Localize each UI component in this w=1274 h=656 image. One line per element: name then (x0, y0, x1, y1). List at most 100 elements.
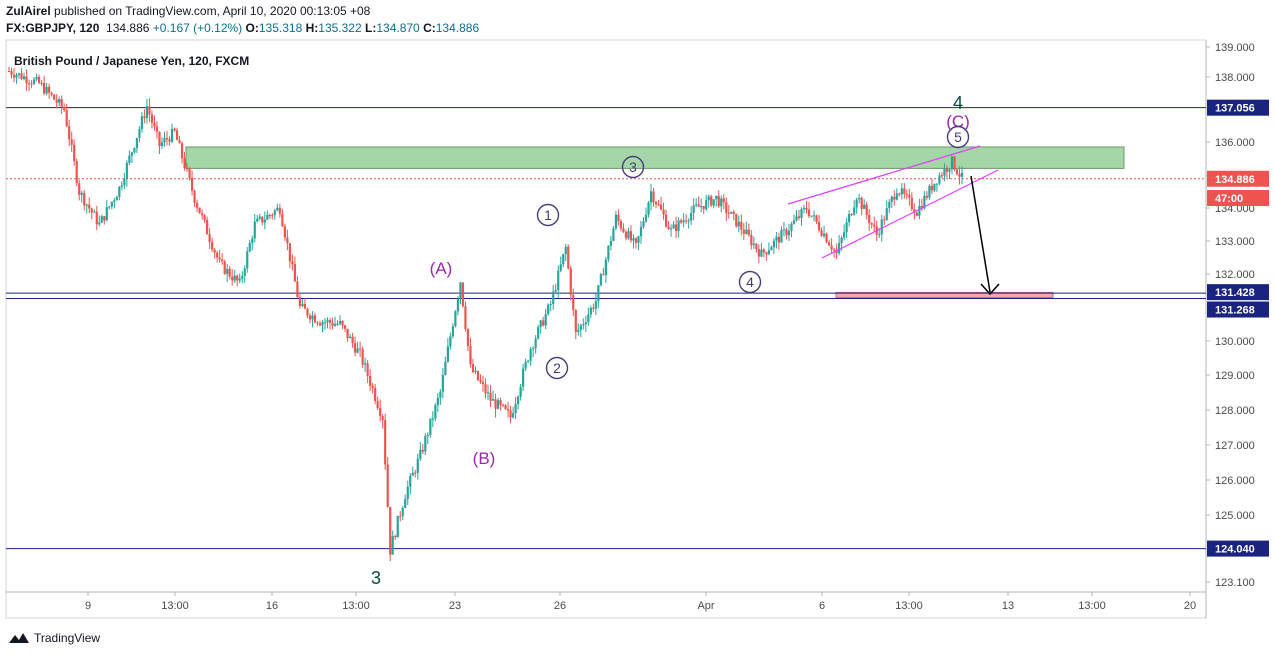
candle-body (366, 363, 369, 377)
candle-body (70, 139, 73, 145)
author-name[interactable]: ZulAirel (6, 4, 51, 18)
candle-body (587, 314, 590, 323)
candle-body (825, 233, 828, 243)
candle-body (752, 243, 755, 246)
candle-body (43, 82, 46, 94)
candle-body (624, 231, 628, 239)
price-axis-label-box (1207, 99, 1269, 116)
wave-label: (A) (430, 259, 453, 278)
candle-body (353, 343, 357, 353)
y-axis-tick-label: 130.000 (1215, 336, 1255, 348)
candle-body (762, 249, 765, 253)
candle-body (722, 198, 725, 203)
candle-body (725, 202, 728, 213)
candle-body (637, 236, 640, 243)
candle-body (318, 323, 322, 326)
candle-body (454, 311, 457, 327)
candle-body (45, 86, 48, 94)
candle-body (569, 268, 572, 295)
candle-body (667, 226, 670, 229)
candle-body (474, 370, 477, 373)
candle-body (574, 310, 577, 333)
candle-body (201, 213, 204, 216)
candle-body (22, 76, 26, 79)
candle-body (642, 221, 645, 227)
candle-body (717, 195, 720, 207)
candle-body (118, 186, 121, 197)
candle-body (361, 349, 364, 365)
candle-body (346, 328, 349, 339)
candle-body (604, 259, 607, 276)
candle-body (607, 245, 610, 260)
candle-body (659, 204, 663, 210)
candle-body (93, 211, 96, 213)
candle-body (539, 320, 542, 327)
price-axis-label: 131.268 (1215, 305, 1255, 317)
candle-body (371, 386, 374, 388)
candle-body (90, 208, 93, 213)
high-value: 135.322 (318, 21, 362, 35)
candle-body (797, 216, 801, 219)
candle-body (812, 215, 816, 217)
x-axis-tick-label: 16 (266, 600, 278, 612)
x-axis-tick-label: 23 (449, 600, 461, 612)
footer-brand[interactable]: TradingView (34, 631, 101, 645)
candle-body (283, 226, 286, 238)
candle-body (517, 396, 520, 404)
candle-body (481, 382, 485, 385)
candle-body (868, 214, 871, 224)
candle-body (461, 282, 465, 307)
candle-body (110, 201, 113, 207)
x-axis-tick-label: 9 (85, 600, 91, 612)
candle-body (221, 259, 224, 262)
candle-body (644, 214, 648, 222)
candle-body (730, 211, 733, 214)
candle-body (411, 472, 414, 476)
tradingview-logo-icon[interactable] (8, 631, 30, 645)
candle-body (870, 223, 873, 225)
candle-body (582, 324, 585, 326)
candle-body (564, 246, 567, 255)
candle-body (509, 410, 512, 418)
candle-body (577, 330, 580, 333)
candle-body (584, 322, 587, 325)
candle-body (399, 515, 402, 517)
candle-body (15, 74, 18, 78)
candle-body (863, 204, 866, 209)
candle-body (940, 175, 944, 177)
candle-body (48, 86, 51, 93)
y-axis-tick-label: 132.000 (1215, 269, 1255, 281)
price-axis-label-box (1207, 190, 1269, 206)
candle-body (180, 143, 184, 159)
candle-body (755, 243, 758, 250)
candle-body (592, 307, 595, 309)
candle-body (552, 291, 555, 305)
candle-body (446, 346, 449, 362)
y-axis-tick-label: 128.000 (1215, 405, 1255, 417)
candle-body (17, 73, 21, 75)
candle-body (732, 211, 735, 214)
y-axis-tick-label: 136.000 (1215, 137, 1255, 149)
candle-body (173, 128, 176, 131)
wave-circle-marker (946, 125, 970, 149)
candle-body (805, 207, 808, 210)
candle-body (807, 209, 811, 216)
candle-body (12, 74, 16, 78)
open-label: O: (245, 21, 259, 35)
candle-body (441, 374, 444, 392)
chart-pane (5, 39, 1207, 619)
wave-label: 3 (371, 568, 381, 588)
candle-body (792, 220, 796, 224)
candle-body (865, 204, 868, 215)
candle-body (98, 222, 101, 225)
x-axis-tick-label: 13 (1002, 600, 1014, 612)
candle-body (419, 449, 422, 459)
candle-body (233, 275, 236, 281)
target-zone (835, 291, 1054, 298)
x-axis-tick-label: 13:00 (161, 600, 189, 612)
candle-body (654, 202, 658, 205)
candle-body (203, 215, 206, 220)
low-value: 134.870 (376, 21, 420, 35)
candle-body (850, 214, 853, 216)
